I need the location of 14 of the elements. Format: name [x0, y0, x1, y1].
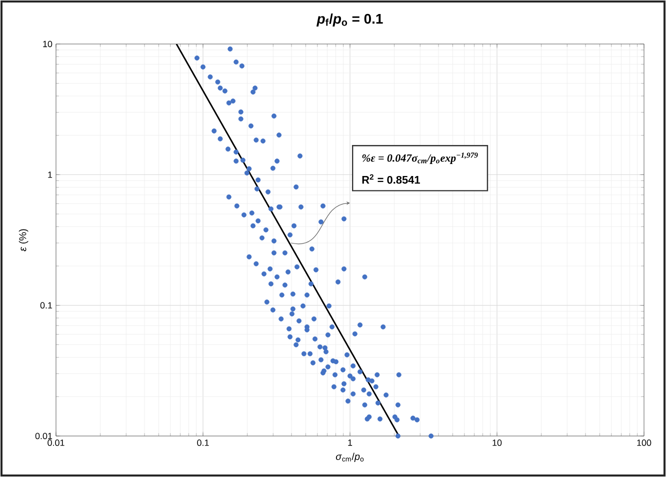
y-axis-title: ε (%) — [18, 229, 28, 252]
x-tick-label: 10 — [492, 440, 502, 446]
y-tick-label: 0.1 — [40, 302, 52, 309]
x-tick-label: 0.01 — [48, 440, 64, 446]
x-tick-label: 0.1 — [197, 440, 209, 446]
y-tick-label: 1 — [48, 172, 52, 178]
y-tick-label: 0.01 — [35, 432, 52, 440]
y-tick-label: 10 — [43, 40, 52, 48]
x-axis-title: σ$_{cm}$/p$_{o}$ — [336, 452, 364, 462]
x-tick-label: 100 — [637, 440, 652, 446]
chart-title: p$_{f}$/p$_{o}$ = 0.1 — [316, 13, 383, 26]
annotation: %ε = 0.047σ$_{cm}$/p$_{o}$exp$^{−1,979}$ — [362, 152, 478, 164]
annotation: R$^{2}$ = 0.8541 — [362, 174, 420, 184]
x-tick-label: 1 — [348, 440, 352, 446]
